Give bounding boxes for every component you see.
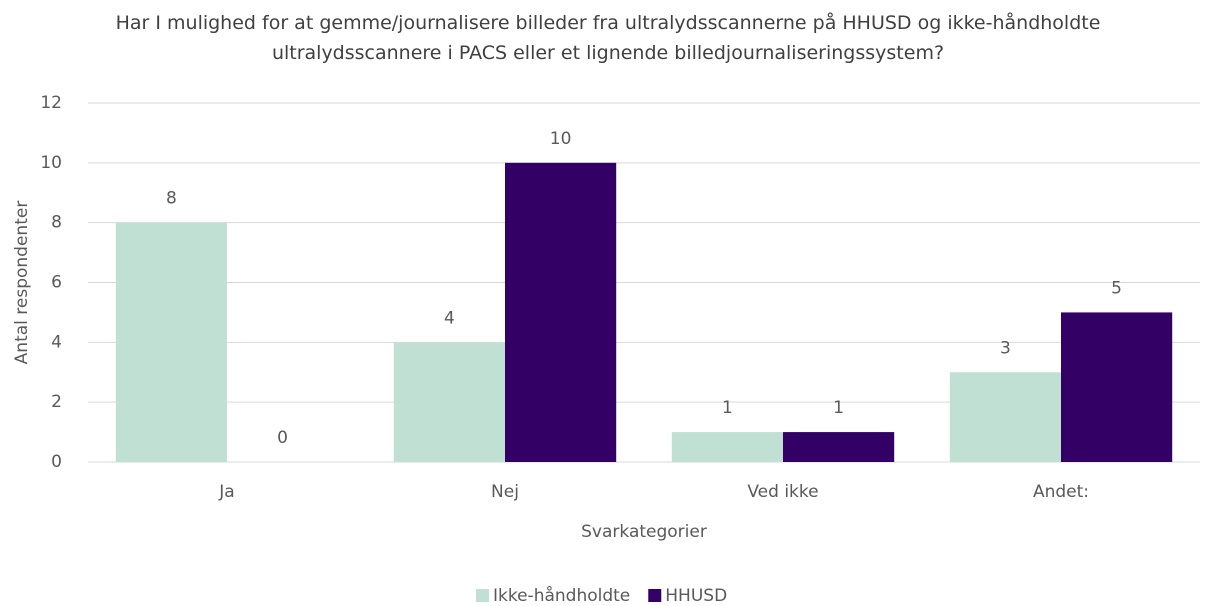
y-axis-title: Antal respondenter xyxy=(12,201,32,365)
x-tick-label: Andet: xyxy=(1033,482,1089,502)
bar xyxy=(505,162,617,463)
y-tick-label: 10 xyxy=(40,153,62,173)
bar xyxy=(393,342,505,462)
data-label: 1 xyxy=(722,398,733,418)
legend-swatch xyxy=(476,589,489,602)
y-tick-label: 8 xyxy=(51,213,62,233)
data-label: 1 xyxy=(833,398,844,418)
bar xyxy=(1061,312,1173,462)
bar xyxy=(671,432,783,462)
y-tick-label: 4 xyxy=(51,332,62,352)
y-tick-label: 0 xyxy=(51,452,62,472)
legend-label: HHUSD xyxy=(665,586,727,606)
x-tick-label: Ved ikke xyxy=(747,482,818,502)
legend-label: Ikke-håndholdte xyxy=(493,585,630,606)
bar xyxy=(115,222,227,462)
y-tick-label: 12 xyxy=(40,93,62,113)
data-label: 5 xyxy=(1111,278,1122,298)
data-label: 8 xyxy=(166,189,177,209)
x-tick-label: Ja xyxy=(218,482,234,502)
legend-swatch xyxy=(648,589,662,602)
chart-title: Har I mulighed for at gemme/journalisere… xyxy=(115,12,1101,64)
y-tick-label: 2 xyxy=(51,392,62,412)
bar xyxy=(949,372,1061,462)
x-tick-label: Nej xyxy=(491,482,519,502)
data-label: 10 xyxy=(550,129,572,149)
data-label: 4 xyxy=(444,308,455,328)
data-label: 0 xyxy=(277,428,288,448)
x-axis-title: Svarkategorier xyxy=(581,522,707,542)
data-label: 3 xyxy=(1000,338,1011,358)
y-tick-label: 6 xyxy=(51,273,62,293)
bar xyxy=(783,432,895,462)
